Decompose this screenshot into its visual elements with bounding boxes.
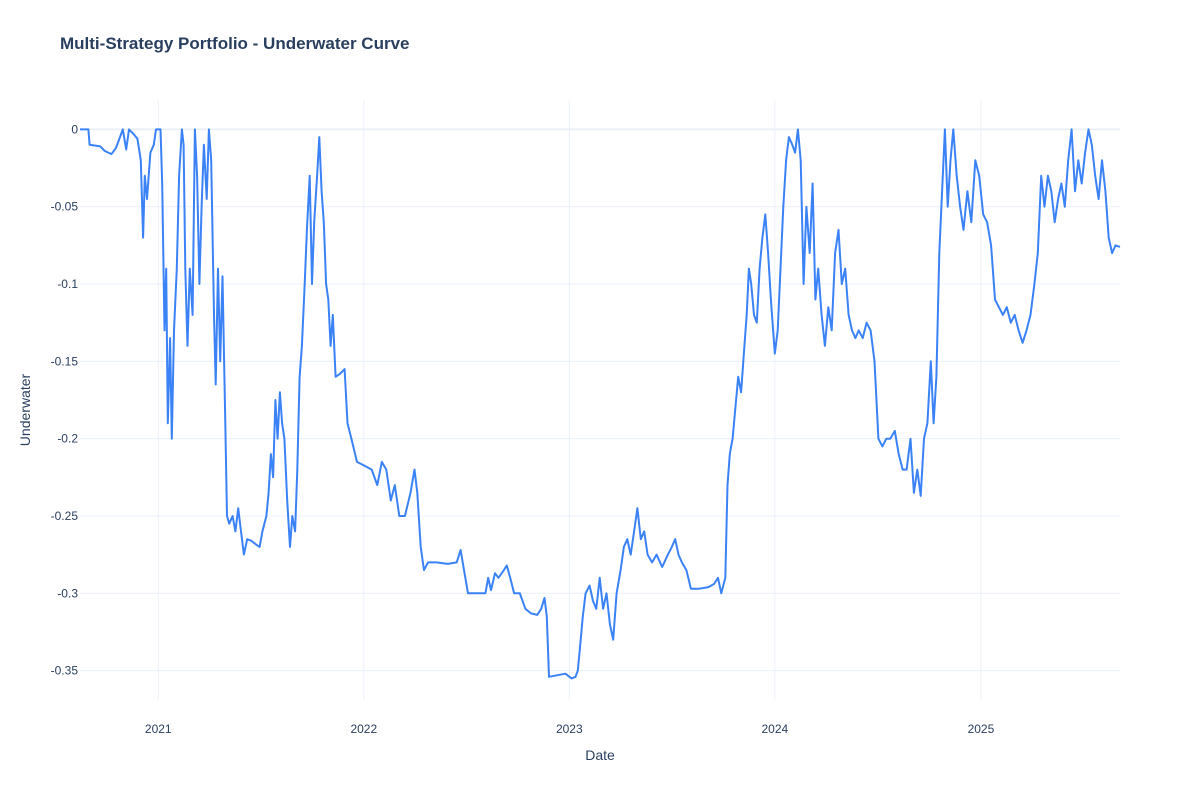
x-tick-label: 2023: [556, 722, 583, 736]
x-tick-label: 2022: [350, 722, 377, 736]
y-tick-label: -0.05: [51, 200, 79, 214]
tick-layer: 2021 2022 2023 2024 2025 0 -0.05 -0.1 -0.15 -0.2 -…: [51, 122, 995, 736]
y-tick-label: -0.35: [51, 664, 79, 678]
x-tick-label: 2025: [968, 722, 995, 736]
y-tick-label: -0.2: [57, 432, 78, 446]
chart-title: Multi-Strategy Portfolio - Underwater Cu…: [60, 34, 410, 53]
y-tick-label: -0.3: [57, 586, 78, 600]
grid-layer: [80, 100, 1120, 700]
y-tick-label: 0: [71, 122, 78, 136]
line-layer[interactable]: [80, 128, 1121, 680]
x-tick-label: 2024: [761, 722, 788, 736]
underwater-series-line[interactable]: [80, 128, 1121, 680]
y-tick-label: -0.15: [51, 354, 79, 368]
x-tick-label: 2021: [145, 722, 172, 736]
y-axis-title: Underwater: [17, 373, 33, 446]
y-tick-label: -0.1: [57, 277, 78, 291]
x-axis-title: Date: [585, 747, 615, 763]
y-tick-label: -0.25: [51, 509, 79, 523]
